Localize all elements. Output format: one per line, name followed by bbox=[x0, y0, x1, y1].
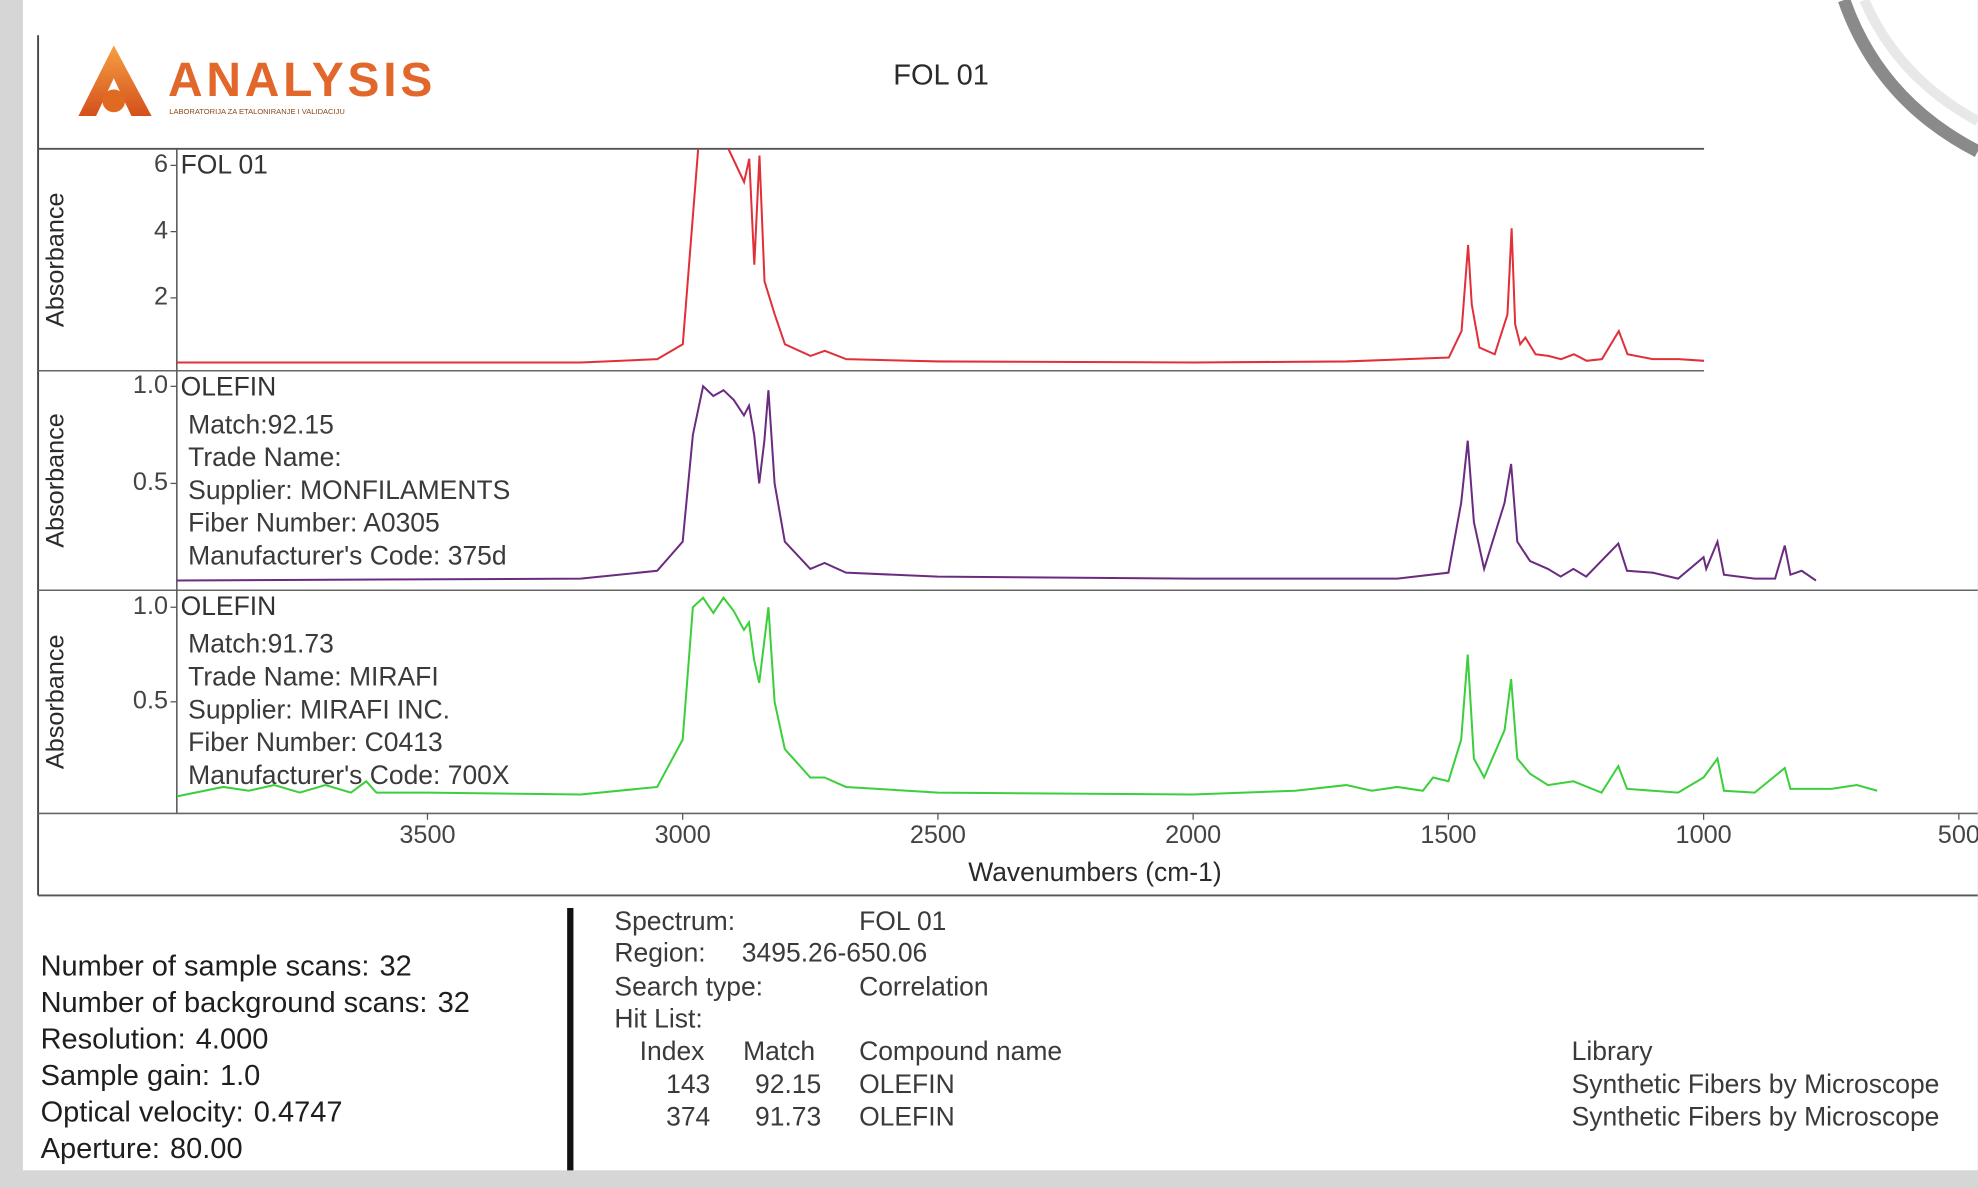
x-tick-label: 3500 bbox=[399, 821, 455, 849]
annotation: Match:92.15 bbox=[188, 409, 334, 439]
search-label: Hit List: bbox=[614, 1003, 702, 1033]
info-label: Sample gain: bbox=[41, 1060, 210, 1092]
info-value: 32 bbox=[438, 987, 470, 1019]
x-tick-label: 1000 bbox=[1676, 821, 1732, 849]
x-tick-label: 2500 bbox=[910, 821, 966, 849]
search-label: Region: bbox=[614, 938, 705, 968]
hit-cell: Synthetic Fibers by Microscope bbox=[1572, 1102, 1940, 1132]
annotation: Manufacturer's Code: 700X bbox=[188, 760, 510, 790]
y-tick-label: 1.0 bbox=[133, 371, 168, 399]
annotation: Fiber Number: C0413 bbox=[188, 727, 443, 757]
decoration bbox=[1838, 0, 1978, 157]
y-tick-label: 2 bbox=[154, 283, 168, 311]
annotation: Trade Name: bbox=[188, 442, 341, 472]
annotation: Supplier: MIRAFI INC. bbox=[188, 694, 450, 724]
logo-text: ANALYSIS bbox=[168, 54, 436, 107]
info-value: 4.000 bbox=[196, 1023, 269, 1055]
charts: Absorbance 2 4 6 FOL 01 Absorbance 0.5 1.0 OLEFI… bbox=[38, 148, 1978, 887]
annotation: Supplier: MONFILAMENTS bbox=[188, 475, 510, 505]
y-tick-label: 0.5 bbox=[133, 468, 168, 496]
y-tick-label: 0.5 bbox=[133, 686, 168, 714]
y-tick-label: 4 bbox=[154, 216, 168, 244]
logo-mark bbox=[78, 45, 152, 117]
info-label: Number of sample scans: bbox=[41, 950, 370, 982]
y-axis-title: Absorbance bbox=[42, 192, 70, 327]
info-label: Number of background scans: bbox=[41, 987, 428, 1019]
hit-column: Compound name bbox=[859, 1036, 1062, 1066]
annotation: Manufacturer's Code: 375d bbox=[188, 540, 506, 570]
sheet bbox=[22, 0, 1978, 1171]
hit-cell: 374 bbox=[666, 1102, 710, 1132]
report-title: FOL 01 bbox=[893, 60, 989, 92]
decoration bbox=[1859, 0, 1978, 126]
info-value: 80.00 bbox=[170, 1133, 243, 1165]
series-label: OLEFIN bbox=[181, 371, 277, 401]
info-label: Resolution: bbox=[41, 1023, 186, 1055]
logo-subtitle: LABORATORIJA ZA ETALONIRANJE I VALIDACIJ… bbox=[169, 107, 345, 116]
x-axis-title: Wavenumbers (cm-1) bbox=[968, 857, 1221, 887]
info-value: 0.4747 bbox=[254, 1096, 343, 1128]
scan-info: Optical velocity: 0.4747 bbox=[41, 1096, 343, 1128]
x-tick-label: 500 bbox=[1938, 821, 1978, 849]
spectrum-line bbox=[176, 596, 1878, 798]
x-tick-label: 3000 bbox=[655, 821, 711, 849]
search-label: Search type: bbox=[614, 972, 763, 1002]
y-tick-label: 1.0 bbox=[133, 592, 168, 620]
hit-column: Match bbox=[743, 1036, 815, 1066]
search-value: Correlation bbox=[859, 972, 988, 1002]
annotation: Trade Name: MIRAFI bbox=[188, 661, 439, 691]
hit-cell: Synthetic Fibers by Microscope bbox=[1572, 1069, 1940, 1099]
scan-info: Resolution: 4.000 bbox=[41, 1023, 269, 1055]
scan-info: Number of sample scans: 32 bbox=[41, 950, 412, 982]
info-label: Aperture: bbox=[41, 1133, 160, 1165]
series-label: OLEFIN bbox=[181, 591, 277, 621]
y-axis-title: Absorbance bbox=[42, 413, 70, 548]
info-value: 32 bbox=[380, 950, 412, 982]
y-tick-label: 6 bbox=[154, 150, 168, 178]
hit-cell: 143 bbox=[666, 1069, 710, 1099]
hit-cell: OLEFIN bbox=[859, 1069, 955, 1099]
x-tick-label: 2000 bbox=[1165, 821, 1221, 849]
spectrum-line bbox=[176, 384, 1817, 582]
x-tick-label: 1500 bbox=[1420, 821, 1476, 849]
logo-mark bbox=[102, 89, 126, 113]
search-value: 3495.26-650.06 bbox=[742, 938, 927, 968]
search-label: Spectrum: bbox=[614, 906, 735, 936]
hit-column: Library bbox=[1572, 1036, 1654, 1066]
spectrum-line bbox=[176, 148, 1705, 364]
info-label: Optical velocity: bbox=[41, 1096, 244, 1128]
search-value: FOL 01 bbox=[859, 906, 946, 936]
scan-info: Number of background scans: 32 bbox=[41, 987, 470, 1019]
y-axis-title: Absorbance bbox=[42, 635, 70, 770]
hit-column: Index bbox=[640, 1036, 705, 1066]
hit-cell: 91.73 bbox=[755, 1102, 821, 1132]
info-value: 1.0 bbox=[220, 1060, 260, 1092]
scan-info: Aperture: 80.00 bbox=[41, 1133, 243, 1165]
scan-info: Sample gain: 1.0 bbox=[41, 1060, 261, 1092]
annotation: Fiber Number: A0305 bbox=[188, 508, 440, 538]
annotation: Match:91.73 bbox=[188, 629, 334, 659]
series-label: FOL 01 bbox=[181, 149, 268, 179]
hit-cell: OLEFIN bbox=[859, 1102, 955, 1132]
hit-cell: 92.15 bbox=[755, 1069, 821, 1099]
